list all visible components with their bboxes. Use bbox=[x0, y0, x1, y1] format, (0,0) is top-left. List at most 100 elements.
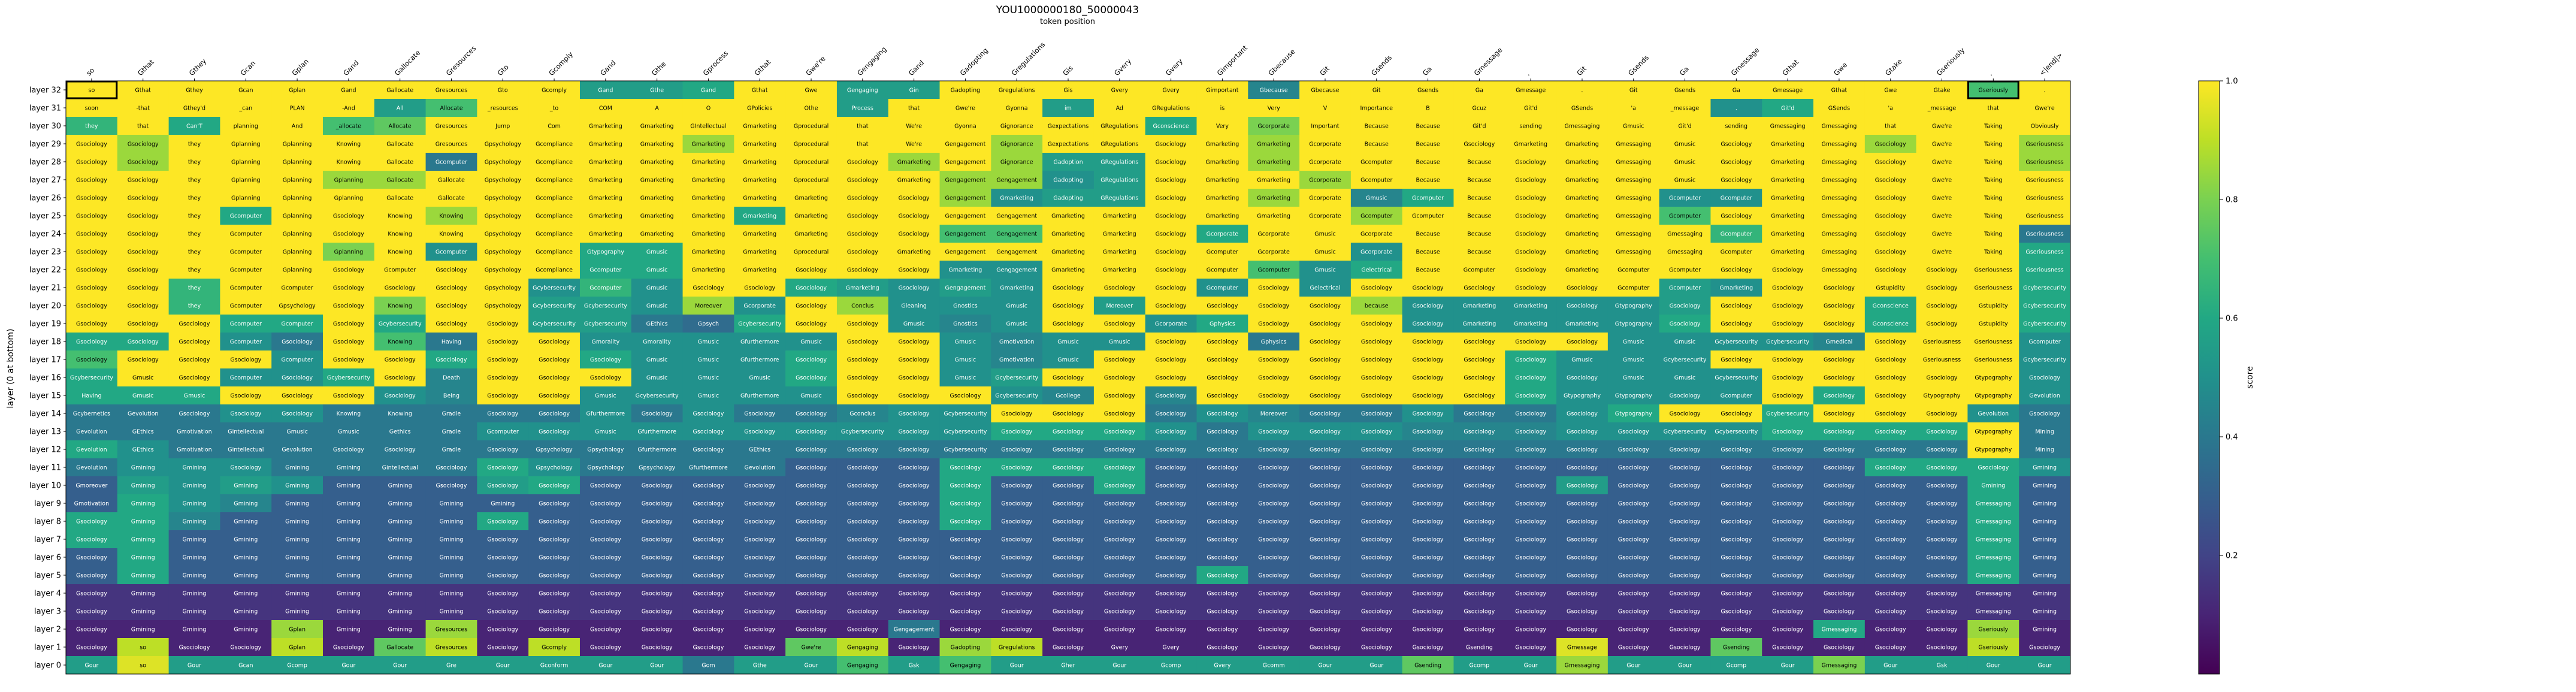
cell-label: Gsociology bbox=[539, 573, 570, 579]
cell-label: Gsociology bbox=[1515, 555, 1546, 561]
cell-label: Gsociology bbox=[385, 285, 416, 292]
x-tick-label: Gimportant bbox=[1216, 43, 1250, 77]
colorbar-tick-label: 0.2 bbox=[2226, 552, 2238, 561]
cell-label: Because bbox=[1467, 195, 1491, 202]
cell-label: Gsociology bbox=[1824, 303, 1855, 310]
heatmap-cell bbox=[1505, 117, 1557, 135]
cell-label: Gsociology bbox=[128, 339, 159, 346]
cell-label: Gsociology bbox=[899, 537, 930, 543]
cell-label: Gsociology bbox=[1875, 573, 1906, 579]
cell-label: Gsociology bbox=[1361, 339, 1392, 346]
cell-label: Gmessaging bbox=[1564, 123, 1600, 130]
heatmap-cell bbox=[1556, 171, 1609, 189]
cell-label: Gmarketing bbox=[1051, 213, 1085, 220]
heatmap-cell bbox=[528, 333, 580, 351]
heatmap-cell bbox=[117, 333, 170, 351]
cell-label: Gour bbox=[84, 663, 98, 669]
cell-label: Gsociology bbox=[1824, 483, 1855, 489]
cell-label: Having bbox=[442, 339, 461, 346]
heatmap-cell bbox=[1402, 153, 1454, 171]
cell-label: Gsociology bbox=[1772, 285, 1803, 292]
x-tick-label: Gcomply bbox=[547, 50, 575, 77]
cell-label: Gsociology bbox=[1156, 501, 1187, 507]
cell-label: they bbox=[188, 177, 201, 184]
heatmap-cell bbox=[1248, 99, 1300, 117]
y-tick-label: layer 16 bbox=[29, 374, 61, 383]
heatmap-cell bbox=[322, 81, 375, 99]
heatmap-cell bbox=[168, 261, 220, 279]
cell-label: Gsociology bbox=[796, 591, 827, 597]
cell-label: Gwe bbox=[805, 87, 818, 94]
cell-label: Gresources bbox=[436, 141, 467, 148]
cell-label: Gsociology bbox=[1721, 321, 1752, 328]
cell-label: Gsociology bbox=[1824, 645, 1855, 651]
heatmap-cell bbox=[1916, 135, 1968, 153]
cell-label: Gsociology bbox=[1258, 519, 1289, 525]
heatmap-cell bbox=[1196, 171, 1248, 189]
heatmap-cell bbox=[425, 279, 477, 297]
cell-label: Gnostics bbox=[953, 321, 978, 328]
cell-label: Because bbox=[1467, 249, 1491, 256]
cell-label: Gsociology bbox=[1156, 519, 1187, 525]
heatmap-cell bbox=[1299, 135, 1352, 153]
cell-label: Gcompliance bbox=[536, 159, 573, 166]
cell-label: Gsociology bbox=[1001, 555, 1032, 561]
cell-label: Gsociology bbox=[1053, 501, 1084, 507]
heatmap-cell bbox=[425, 135, 477, 153]
cell-label: Gcybersecurity bbox=[841, 429, 884, 436]
cell-label: they bbox=[188, 267, 201, 274]
heatmap-cell bbox=[117, 297, 170, 315]
heatmap-cell bbox=[1093, 297, 1146, 315]
heatmap-cell bbox=[322, 225, 375, 243]
cell-label: Gsociology bbox=[1824, 357, 1855, 364]
cell-label: Gsociology bbox=[1207, 411, 1238, 418]
cell-label: Gengagement bbox=[945, 285, 986, 292]
cell-label: Gsociology bbox=[1258, 537, 1289, 543]
cell-label: Gmining bbox=[183, 591, 207, 597]
cell-label: Knowing bbox=[388, 249, 412, 256]
y-tick-label: layer 12 bbox=[29, 446, 61, 455]
cell-label: Gsociology bbox=[1824, 501, 1855, 507]
x-tick-label: so bbox=[84, 66, 96, 77]
heatmap-cell bbox=[888, 315, 941, 333]
cell-label: Gprocedural bbox=[794, 249, 829, 256]
heatmap-cell bbox=[631, 243, 684, 261]
cell-label: Gsociology bbox=[1670, 537, 1701, 543]
cell-label: Gseriousness bbox=[1923, 357, 1961, 364]
cell-label: Gsociology bbox=[1670, 393, 1701, 400]
cell-label: Gsociology bbox=[1310, 591, 1341, 597]
cell-label: Gsociology bbox=[1464, 555, 1495, 561]
cell-label: Gsociology bbox=[744, 429, 775, 436]
heatmap-cell bbox=[1813, 99, 1866, 117]
heatmap-cell bbox=[1299, 315, 1352, 333]
cell-label: Gmining bbox=[439, 501, 463, 507]
cell-label: Gsociology bbox=[436, 321, 467, 328]
cell-label: Allocate bbox=[389, 123, 412, 130]
cell-label: Gmarketing bbox=[692, 141, 725, 148]
heatmap-cell bbox=[117, 153, 170, 171]
cell-label: Gmarketing bbox=[897, 177, 931, 184]
heatmap-cell bbox=[1659, 171, 1711, 189]
cell-label: Gintellectual bbox=[228, 447, 264, 454]
heatmap-cell bbox=[1042, 225, 1095, 243]
cell-label: Gmining bbox=[388, 519, 412, 525]
cell-label: Gsociology bbox=[1824, 285, 1855, 292]
heatmap-cell bbox=[1864, 279, 1917, 297]
heatmap-cell bbox=[1402, 117, 1454, 135]
heatmap-cell bbox=[1093, 207, 1146, 225]
heatmap-cell bbox=[1813, 81, 1866, 99]
cell-label: Gmessaging bbox=[1616, 195, 1651, 202]
cell-label: Gour bbox=[1112, 663, 1126, 669]
cell-label: Gsociology bbox=[1413, 357, 1444, 364]
heatmap-cell bbox=[785, 99, 837, 117]
heatmap-cell bbox=[682, 279, 734, 297]
cell-label: Gour bbox=[598, 663, 612, 669]
heatmap-cell bbox=[1453, 99, 1505, 117]
cell-label: Gsociology bbox=[1567, 339, 1598, 346]
cell-label: that bbox=[857, 123, 869, 130]
cell-label: Gsociology bbox=[1464, 609, 1495, 615]
cell-label: Gsociology bbox=[1001, 465, 1032, 472]
cell-label: Gsociology bbox=[230, 465, 261, 472]
cell-label: Gsociology bbox=[1104, 321, 1135, 328]
cell-label: Gsociology bbox=[539, 375, 570, 382]
